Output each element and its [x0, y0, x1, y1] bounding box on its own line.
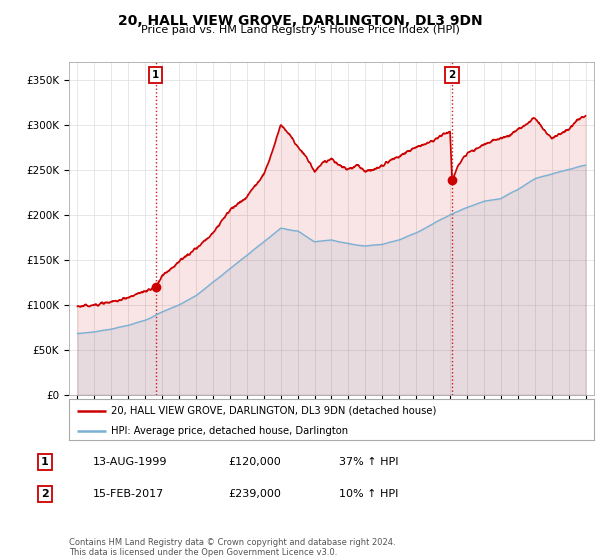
Text: 20, HALL VIEW GROVE, DARLINGTON, DL3 9DN: 20, HALL VIEW GROVE, DARLINGTON, DL3 9DN — [118, 14, 482, 28]
Text: 10% ↑ HPI: 10% ↑ HPI — [339, 489, 398, 499]
Text: 15-FEB-2017: 15-FEB-2017 — [93, 489, 164, 499]
Text: 37% ↑ HPI: 37% ↑ HPI — [339, 457, 398, 467]
Text: 20, HALL VIEW GROVE, DARLINGTON, DL3 9DN (detached house): 20, HALL VIEW GROVE, DARLINGTON, DL3 9DN… — [111, 405, 436, 416]
Text: 1: 1 — [152, 70, 160, 80]
Text: 1: 1 — [41, 457, 49, 467]
Text: £239,000: £239,000 — [228, 489, 281, 499]
Text: Price paid vs. HM Land Registry's House Price Index (HPI): Price paid vs. HM Land Registry's House … — [140, 25, 460, 35]
Text: Contains HM Land Registry data © Crown copyright and database right 2024.
This d: Contains HM Land Registry data © Crown c… — [69, 538, 395, 557]
Text: 13-AUG-1999: 13-AUG-1999 — [93, 457, 167, 467]
Text: £120,000: £120,000 — [228, 457, 281, 467]
Text: 2: 2 — [448, 70, 456, 80]
Text: HPI: Average price, detached house, Darlington: HPI: Average price, detached house, Darl… — [111, 426, 348, 436]
Text: 2: 2 — [41, 489, 49, 499]
